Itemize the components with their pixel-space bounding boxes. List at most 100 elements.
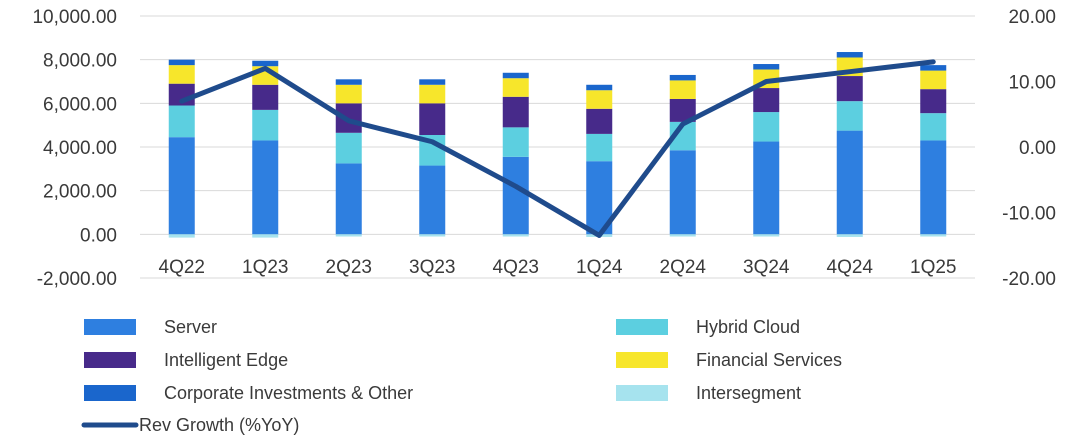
bar-segment <box>836 101 863 131</box>
bar-segment <box>252 140 279 235</box>
bars <box>168 52 947 238</box>
growth-point <box>181 100 183 102</box>
y-left-tick-label: 10,000.00 <box>32 7 117 28</box>
bar-segment <box>753 112 780 142</box>
axes: -2,000.00 0.00 2,000.00 4,000.00 6,000.00 8,0… <box>32 7 1056 290</box>
y-right-tick-label: -20.00 <box>1002 269 1056 290</box>
bar-segment <box>168 234 195 238</box>
bar-segment <box>669 234 696 237</box>
bar-segment <box>669 74 696 81</box>
bar-segment <box>419 79 446 85</box>
legend-label: Rev Growth (%YoY) <box>139 415 299 435</box>
legend-swatch <box>84 352 136 368</box>
bar-segment <box>168 65 195 84</box>
bar-segment <box>920 234 947 237</box>
bar-segment <box>836 52 863 58</box>
legend-label: Hybrid Cloud <box>696 317 800 337</box>
bar-segment <box>586 133 613 162</box>
legend-label: Intelligent Edge <box>164 350 288 370</box>
bar-segment <box>669 98 696 122</box>
bar-segment <box>335 84 362 104</box>
legend-label: Server <box>164 317 217 337</box>
y-left-tick-label: 8,000.00 <box>43 51 117 72</box>
x-tick-label: 4Q23 <box>493 257 539 278</box>
legend-swatch <box>84 385 136 401</box>
bar-segment <box>753 88 780 113</box>
gridlines <box>140 15 975 279</box>
growth-point <box>765 81 767 82</box>
y-left-tick-label: 0.00 <box>80 225 117 246</box>
y-right-tick-label: -10.00 <box>1002 204 1056 225</box>
x-tick-label: 2Q24 <box>660 257 707 278</box>
legend-label: Intersegment <box>696 383 801 403</box>
legend: Server Hybrid Cloud Intelligent Edge Financ… <box>81 317 842 435</box>
bar-segment <box>753 234 780 237</box>
bar-segment <box>753 64 780 70</box>
bar-segment <box>669 150 696 235</box>
x-tick-label: 3Q23 <box>409 257 455 278</box>
bar-segment <box>335 234 362 237</box>
bar-segment <box>419 165 446 235</box>
bar-segment <box>168 105 195 138</box>
bar-segment <box>920 70 947 90</box>
bar-segment <box>419 103 446 135</box>
growth-line <box>179 59 936 238</box>
bar-segment <box>252 109 279 141</box>
bar-segment <box>502 127 529 157</box>
growth-point <box>515 185 517 187</box>
bar-segment <box>419 84 446 104</box>
bar-segment <box>502 78 529 97</box>
x-tick-label: 3Q24 <box>743 257 790 278</box>
bar-segment <box>502 156 529 235</box>
bar-segment <box>252 60 279 67</box>
y-left-tick-label: -2,000.00 <box>37 269 117 290</box>
bar-segment <box>753 141 780 235</box>
x-tick-label: 1Q24 <box>576 257 623 278</box>
bar-segment <box>419 234 446 237</box>
y-left-tick-label: 2,000.00 <box>43 182 117 203</box>
growth-point <box>348 120 350 122</box>
legend-label: Corporate Investments & Other <box>164 383 413 403</box>
bar-segment <box>586 108 613 134</box>
bar-segment <box>252 84 279 110</box>
bar-segment <box>836 76 863 102</box>
bar-segment <box>920 89 947 114</box>
growth-point <box>849 71 851 73</box>
legend-swatch <box>616 319 668 335</box>
growth-point <box>431 141 433 143</box>
growth-point <box>264 67 266 69</box>
y-right-tick-label: 20.00 <box>1008 7 1056 28</box>
bar-segment <box>335 163 362 235</box>
growth-point <box>932 61 934 63</box>
y-right-tick-label: 10.00 <box>1008 73 1056 94</box>
bar-segment <box>502 234 529 237</box>
bar-segment <box>836 130 863 235</box>
bar-segment <box>669 80 696 99</box>
y-left-tick-label: 6,000.00 <box>43 94 117 115</box>
bar-segment <box>920 65 947 71</box>
legend-swatch <box>84 319 136 335</box>
bar-segment <box>920 140 947 235</box>
x-tick-label: 1Q23 <box>242 257 288 278</box>
growth-point <box>682 123 684 125</box>
bar-segment <box>502 72 529 79</box>
legend-label: Financial Services <box>696 350 842 370</box>
growth-line-path <box>179 59 936 238</box>
bar-segment <box>252 234 279 238</box>
x-tick-label: 1Q25 <box>910 257 956 278</box>
y-right-tick-label: 0.00 <box>1019 138 1056 159</box>
bar-segment <box>586 84 613 91</box>
growth-point <box>598 234 600 236</box>
bar-segment <box>586 90 613 109</box>
y-left-tick-label: 4,000.00 <box>43 138 117 159</box>
bar-segment <box>335 79 362 85</box>
bar-segment <box>502 96 529 128</box>
x-tick-label: 2Q23 <box>326 257 372 278</box>
x-tick-label: 4Q22 <box>159 257 205 278</box>
x-tick-label: 4Q24 <box>827 257 874 278</box>
bar-segment <box>836 234 863 237</box>
bar-segment <box>168 137 195 235</box>
bar-segment <box>168 59 195 66</box>
bar-segment <box>920 113 947 141</box>
